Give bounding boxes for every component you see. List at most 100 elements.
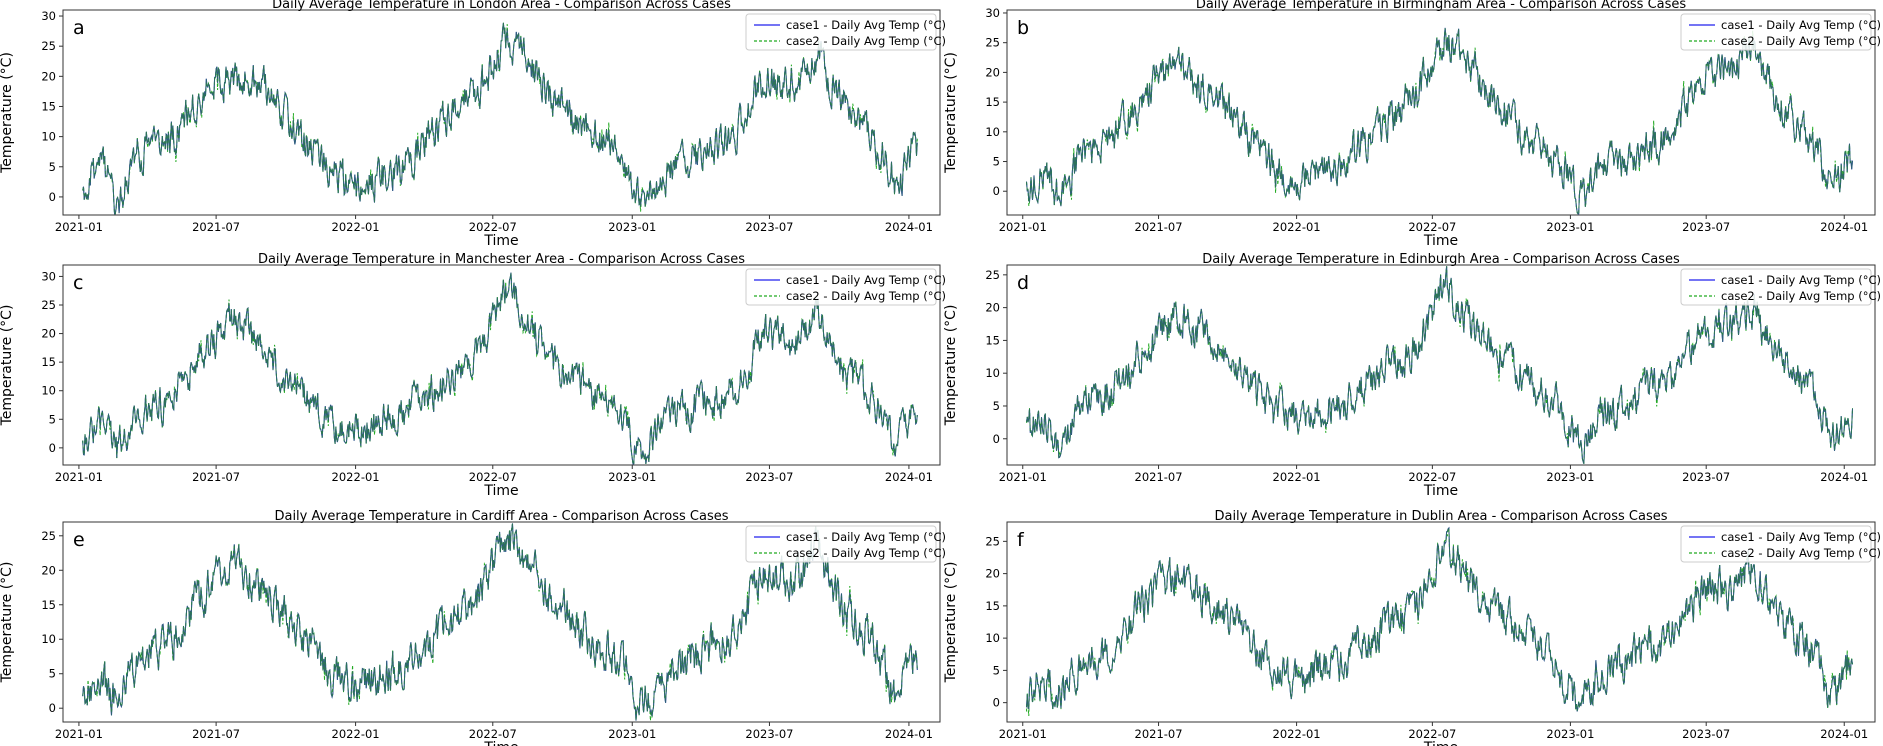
y-tick-label: 15	[41, 355, 56, 369]
y-tick-label: 20	[41, 327, 56, 341]
x-tick-label: 2022-07	[469, 727, 517, 741]
legend-case2-label: case2 - Daily Avg Temp (°C)	[1721, 546, 1881, 560]
y-tick-label: 5	[49, 412, 56, 426]
panel-letter: d	[1017, 272, 1029, 294]
x-tick-label: 2021-01	[999, 470, 1047, 484]
x-tick-label: 2021-01	[999, 220, 1047, 234]
y-tick-label: 5	[993, 399, 1000, 413]
chart-title: Daily Average Temperature in Dublin Area…	[1214, 509, 1667, 524]
x-tick-label: 2021-01	[55, 470, 103, 484]
x-tick-label: 2023-07	[1682, 220, 1730, 234]
y-tick-label: 10	[41, 384, 56, 398]
legend-box	[745, 525, 937, 563]
y-tick-label: 25	[41, 39, 56, 53]
y-tick-label: 30	[985, 6, 1000, 20]
panel-london: Daily Average Temperature in London Area…	[0, 0, 946, 249]
y-tick-label: 5	[49, 160, 56, 174]
x-tick-label: 2022-01	[332, 470, 380, 484]
x-tick-label: 2022-01	[1273, 727, 1321, 741]
y-tick-label: 0	[993, 432, 1000, 446]
y-tick-label: 0	[49, 701, 56, 715]
y-tick-label: 5	[49, 667, 56, 681]
y-tick-label: 20	[41, 563, 56, 577]
y-axis-label: Temperature (°C)	[0, 562, 15, 684]
series-overlap-line	[82, 22, 918, 215]
y-tick-label: 25	[41, 298, 56, 312]
x-axis-label: Time	[1423, 233, 1458, 249]
y-tick-label: 15	[41, 598, 56, 612]
y-axis-label: Temperature (°C)	[0, 52, 15, 174]
panel-birmingham: Daily Average Temperature in Birmingham …	[943, 0, 1881, 249]
y-tick-label: 20	[985, 567, 1000, 581]
y-tick-label: 10	[41, 632, 56, 646]
panel-edinburgh: Daily Average Temperature in Edinburgh A…	[943, 252, 1881, 499]
legend-case2-label: case2 - Daily Avg Temp (°C)	[1721, 289, 1881, 303]
chart-title: Daily Average Temperature in Manchester …	[258, 252, 745, 267]
x-tick-label: 2024-01	[885, 220, 933, 234]
y-tick-label: 15	[985, 333, 1000, 347]
legend-box	[745, 13, 937, 51]
x-tick-label: 2022-07	[1408, 470, 1456, 484]
legend-box	[1680, 13, 1872, 51]
x-tick-label: 2021-07	[1135, 470, 1183, 484]
y-tick-label: 15	[985, 95, 1000, 109]
legend-box	[1680, 525, 1872, 563]
legend: case1 - Daily Avg Temp (°C) case2 - Daily…	[745, 13, 946, 51]
y-tick-label: 0	[49, 441, 56, 455]
x-tick-label: 2023-07	[1682, 470, 1730, 484]
legend: case1 - Daily Avg Temp (°C) case2 - Daily…	[1680, 268, 1881, 306]
x-tick-label: 2021-07	[1135, 727, 1183, 741]
y-tick-label: 20	[985, 65, 1000, 79]
panel-cardiff: Daily Average Temperature in Cardiff Are…	[0, 509, 946, 746]
legend: case1 - Daily Avg Temp (°C) case2 - Daily…	[1680, 13, 1881, 51]
legend-case2-label: case2 - Daily Avg Temp (°C)	[786, 289, 946, 303]
x-tick-label: 2022-01	[332, 727, 380, 741]
y-tick-label: 10	[985, 631, 1000, 645]
series-overlap-line	[1026, 526, 1853, 712]
x-tick-label: 2022-07	[1408, 727, 1456, 741]
y-tick-label: 0	[993, 184, 1000, 198]
legend-case2-label: case2 - Daily Avg Temp (°C)	[786, 34, 946, 48]
x-tick-label: 2022-07	[469, 220, 517, 234]
x-axis-label: Time	[483, 740, 518, 746]
x-axis-label: Time	[1423, 483, 1458, 499]
legend: case1 - Daily Avg Temp (°C) case2 - Daily…	[1680, 525, 1881, 563]
x-tick-label: 2021-07	[192, 470, 240, 484]
x-tick-label: 2023-07	[745, 220, 793, 234]
x-tick-label: 2023-01	[608, 220, 656, 234]
legend-case1-label: case1 - Daily Avg Temp (°C)	[1721, 18, 1881, 32]
y-tick-label: 5	[993, 155, 1000, 169]
legend-case1-label: case1 - Daily Avg Temp (°C)	[1721, 530, 1881, 544]
y-tick-label: 25	[985, 36, 1000, 50]
series-overlap-line	[1026, 266, 1853, 464]
x-axis-label: Time	[483, 483, 518, 499]
x-tick-label: 2022-01	[1273, 470, 1321, 484]
legend-case2-label: case2 - Daily Avg Temp (°C)	[1721, 34, 1881, 48]
legend-case1-label: case1 - Daily Avg Temp (°C)	[1721, 273, 1881, 287]
x-tick-label: 2021-01	[999, 727, 1047, 741]
y-axis-label: Temperature (°C)	[943, 562, 959, 684]
x-tick-label: 2024-01	[885, 727, 933, 741]
x-tick-label: 2023-07	[745, 727, 793, 741]
x-tick-label: 2023-01	[1546, 220, 1594, 234]
legend-case1-label: case1 - Daily Avg Temp (°C)	[786, 530, 946, 544]
x-tick-label: 2024-01	[885, 470, 933, 484]
x-tick-label: 2023-01	[1546, 727, 1594, 741]
legend-case2-label: case2 - Daily Avg Temp (°C)	[786, 546, 946, 560]
x-tick-label: 2022-07	[469, 470, 517, 484]
legend-box	[745, 268, 937, 306]
y-tick-label: 15	[985, 599, 1000, 613]
x-tick-label: 2022-01	[332, 220, 380, 234]
y-tick-label: 10	[985, 366, 1000, 380]
x-tick-label: 2023-01	[608, 727, 656, 741]
x-axis-label: Time	[1423, 740, 1458, 746]
panel-dublin: Daily Average Temperature in Dublin Area…	[943, 509, 1881, 746]
x-tick-label: 2021-07	[192, 220, 240, 234]
y-tick-label: 15	[41, 99, 56, 113]
series-overlap-line	[1026, 27, 1853, 215]
panel-letter: c	[73, 272, 83, 294]
series-overlap-line	[82, 272, 918, 465]
x-tick-label: 2021-01	[55, 220, 103, 234]
y-tick-label: 5	[993, 663, 1000, 677]
